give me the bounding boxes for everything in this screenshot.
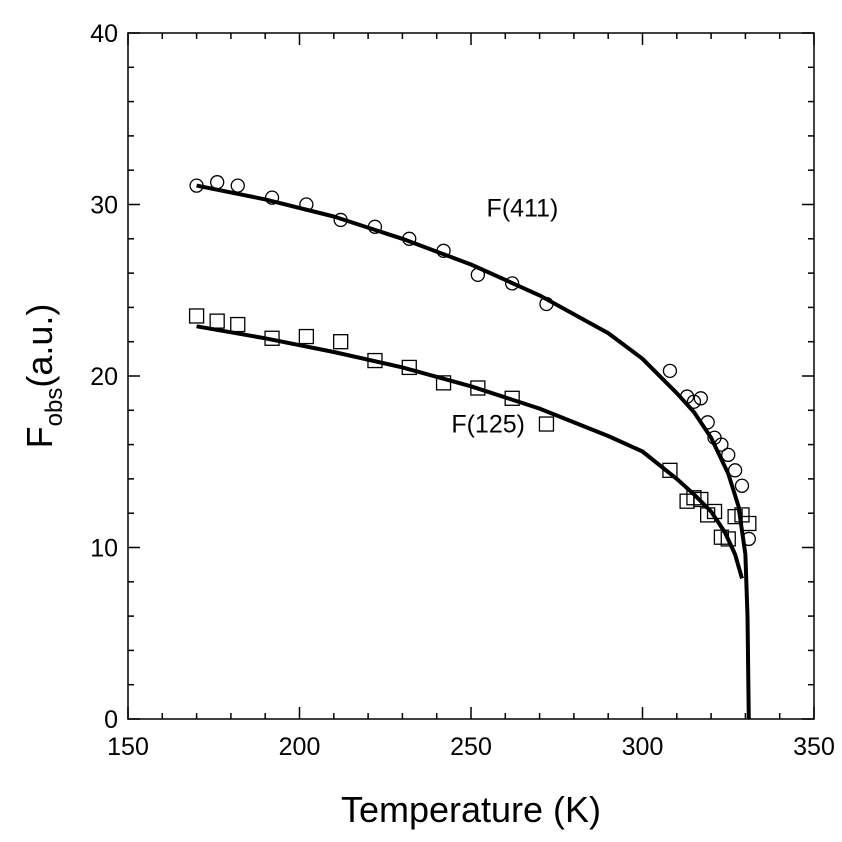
- square-marker: [720, 531, 736, 547]
- square-marker: [188, 308, 205, 324]
- fit-curves: [196, 183, 751, 720]
- y-axis-title-sub: obs: [41, 388, 68, 427]
- circle-marker: [662, 363, 678, 379]
- circle-marker: [505, 276, 520, 291]
- circle-marker: [727, 463, 743, 478]
- fit-curve-1: [196, 183, 751, 720]
- y-tick-label: 30: [90, 192, 118, 220]
- square-marker: [662, 462, 678, 478]
- y-axis-title-main: F: [19, 426, 60, 448]
- fit-curve-2: [196, 324, 744, 579]
- ticks: [127, 32, 815, 720]
- series-annotations: F(411) F(125): [451, 195, 558, 439]
- square-marker: [367, 352, 383, 369]
- circle-marker: [436, 243, 451, 258]
- circle-marker: [264, 190, 280, 205]
- circle-marker: [714, 437, 729, 452]
- circle-marker: [470, 267, 486, 282]
- circle-marker: [402, 231, 417, 246]
- circle-marker: [741, 531, 756, 547]
- data-markers: [188, 175, 757, 547]
- circle-marker: [539, 296, 554, 312]
- circle-marker: [700, 415, 715, 430]
- square-marker: [435, 375, 452, 391]
- square-marker: [693, 491, 709, 508]
- circle-marker: [693, 391, 708, 406]
- square-marker: [209, 313, 225, 329]
- circle-marker: [210, 175, 225, 190]
- circle-marker: [686, 394, 702, 409]
- square-marker: [470, 380, 486, 396]
- circle-marker: [367, 219, 383, 234]
- square-marker: [230, 316, 246, 333]
- series-label-1: F(411): [487, 195, 559, 223]
- x-tick-label: 150: [107, 733, 149, 761]
- x-tick-label: 300: [622, 733, 664, 761]
- series-label-2: F(125): [451, 411, 525, 439]
- square-marker: [401, 359, 417, 376]
- y-tick-label: 10: [90, 535, 118, 563]
- y-axis-title: Fobs(a.u.): [19, 304, 68, 449]
- x-axis-title: Temperature (K): [341, 789, 601, 830]
- square-marker: [504, 390, 520, 406]
- tick-labels: 150 200 250 300 350 0 10 20 30 40: [90, 20, 835, 761]
- circle-marker: [734, 478, 750, 493]
- square-marker: [298, 328, 315, 345]
- plot-frame: [127, 32, 815, 720]
- square-marker: [264, 330, 280, 346]
- y-tick-label: 20: [90, 363, 118, 391]
- circle-marker: [299, 197, 314, 212]
- circle-marker: [230, 178, 245, 193]
- circle-marker: [333, 212, 348, 228]
- y-axis-title-unit: (a.u.): [19, 304, 60, 388]
- square-marker: [706, 503, 723, 520]
- circle-marker: [189, 178, 204, 193]
- square-marker: [333, 334, 349, 350]
- square-marker: [538, 416, 555, 432]
- x-tick-label: 250: [450, 733, 492, 761]
- square-marker: [741, 515, 757, 532]
- y-tick-label: 0: [104, 706, 118, 734]
- circle-marker: [721, 447, 736, 463]
- x-tick-label: 350: [793, 733, 835, 761]
- x-tick-label: 200: [279, 733, 321, 761]
- y-tick-label: 40: [90, 20, 118, 48]
